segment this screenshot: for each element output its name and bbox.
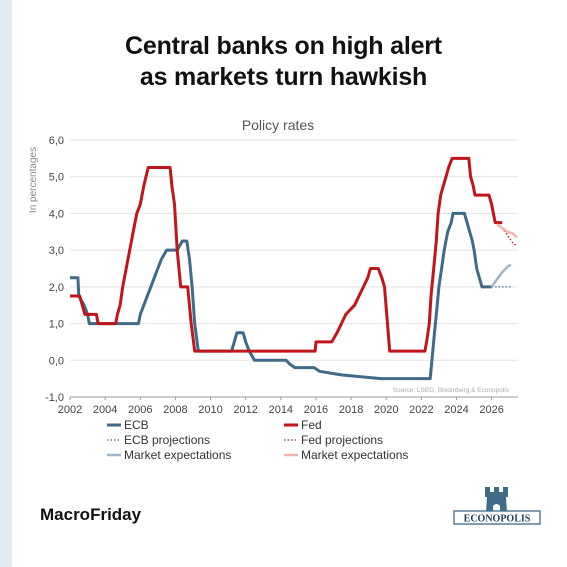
headline-line-1: Central banks on high alert <box>125 32 442 60</box>
legend-label: Market expectations <box>124 448 231 462</box>
x-tick-label: 2020 <box>374 404 398 416</box>
econopolis-logo: ECONOPOLIS <box>453 487 541 525</box>
y-tick-label: 3,0 <box>49 245 64 257</box>
legend-label: ECB <box>124 418 149 432</box>
axes: -1,0 0,0 1,0 2,0 3,0 4,0 5,0 6,0 2002 2004 2006 200… <box>45 135 518 416</box>
legend-label: ECB projections <box>124 433 210 447</box>
source-note: Source: LSEG, Bloomberg & Econopolis <box>393 387 510 394</box>
y-axis-label: In percentages <box>28 147 39 213</box>
y-tick-label: 5,0 <box>49 172 64 184</box>
series-line-fed-3 <box>70 156 503 353</box>
y-tick-label: 6,0 <box>49 135 64 147</box>
x-tick-label: 2026 <box>479 404 503 416</box>
x-tick-label: 2018 <box>339 404 363 416</box>
y-tick-label: 2,0 <box>49 282 64 294</box>
macrofriday-brand: MacroFriday <box>40 505 142 524</box>
x-tick-label: 2022 <box>409 404 433 416</box>
series-line-ecb-0 <box>70 211 492 381</box>
headline-line-2: as markets turn hawkish <box>139 63 428 91</box>
grid <box>70 139 518 398</box>
x-tick-label: 2010 <box>198 404 222 416</box>
y-tick-label: 0,0 <box>49 355 64 367</box>
logo-text: ECONOPOLIS <box>464 514 531 525</box>
y-tick-label: 1,0 <box>49 319 64 331</box>
x-tick-label: 2024 <box>444 404 468 416</box>
series-line-market-expectations-2 <box>490 263 512 288</box>
x-tick-label: 2016 <box>304 404 328 416</box>
content-card <box>12 0 560 567</box>
x-tick-label: 2002 <box>58 404 82 416</box>
series-line-market-expectations-5 <box>496 223 518 239</box>
x-tick-label: 2012 <box>233 404 257 416</box>
chart-title: Policy rates <box>242 117 314 133</box>
series-lines <box>70 156 518 381</box>
x-tick-label: 2008 <box>163 404 187 416</box>
x-tick-label: 2004 <box>93 404 117 416</box>
y-tick-label: 4,0 <box>49 208 64 220</box>
tower-icon <box>485 487 508 513</box>
legend-label: Market expectations <box>301 448 408 462</box>
x-tick-label: 2006 <box>128 404 152 416</box>
legend-label: Fed <box>301 418 322 432</box>
legend-label: Fed projections <box>301 433 383 447</box>
x-tick-label: 2014 <box>269 404 293 416</box>
y-tick-label: -1,0 <box>45 392 64 404</box>
